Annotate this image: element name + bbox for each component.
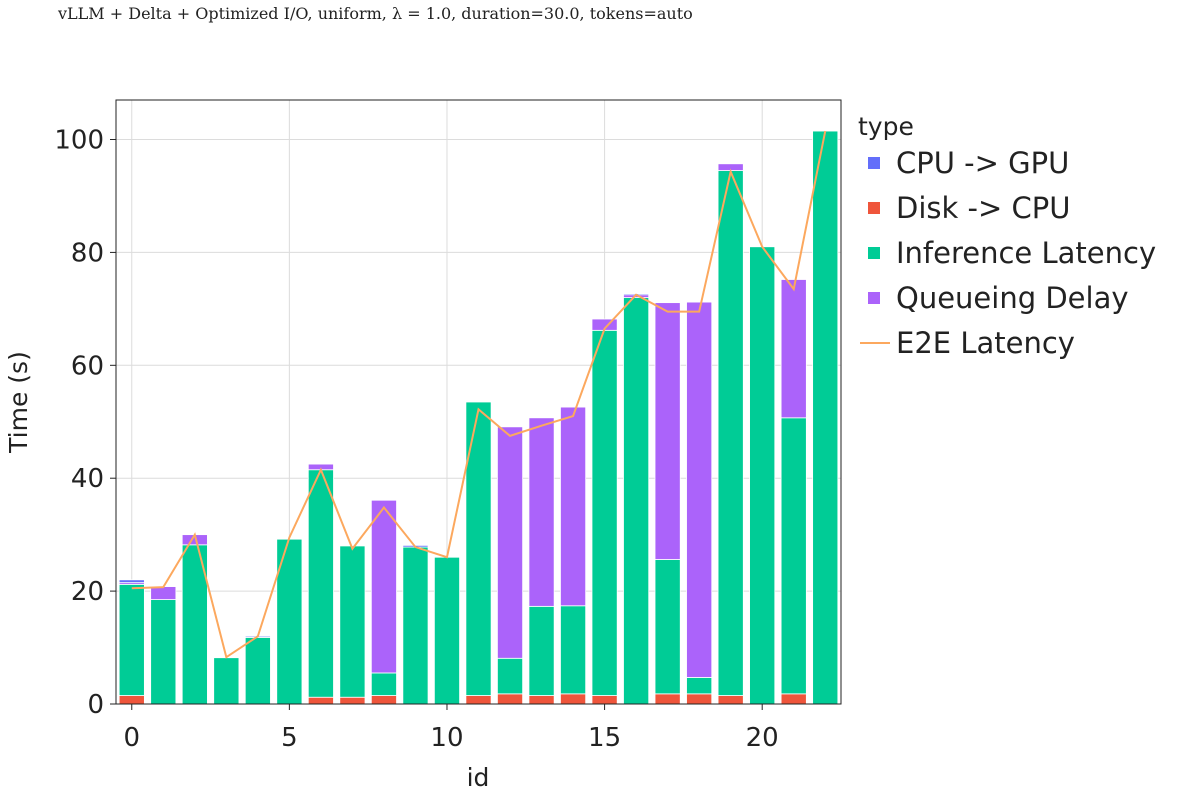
bar-disk-cpu-21 <box>780 693 807 705</box>
bar-inference-latency-17 <box>654 559 681 695</box>
y-tick-label: 40 <box>71 464 104 494</box>
bar-disk-cpu-8 <box>370 695 397 705</box>
bar-queueing-delay-8 <box>370 499 397 674</box>
y-tick-label: 20 <box>71 577 104 607</box>
bar-inference-latency-4 <box>244 636 271 705</box>
bar-inference-latency-8 <box>370 672 397 696</box>
e2e-latency-line <box>131 130 827 659</box>
legend-label-disk-cpu: Disk -> CPU <box>896 191 1070 225</box>
y-tick-label: 80 <box>71 238 104 268</box>
bar-queueing-delay-14 <box>560 406 587 607</box>
bar-disk-cpu-13 <box>528 695 555 705</box>
e2e-line-layer <box>131 130 827 659</box>
bar-queueing-delay-1 <box>150 586 177 600</box>
bar-inference-latency-5 <box>276 538 303 705</box>
bars <box>118 130 839 705</box>
plot-frame <box>115 99 842 705</box>
legend-label-e2e-latency: E2E Latency <box>896 326 1075 360</box>
x-tick-label: 0 <box>123 723 140 753</box>
bar-disk-cpu-14 <box>560 693 587 705</box>
y-tick-label: 0 <box>87 690 104 720</box>
bar-disk-cpu-15 <box>591 695 618 705</box>
bar-cpu-gpu-0 <box>118 579 145 584</box>
y-axis-label: Time (s) <box>4 351 33 454</box>
x-tick-label: 10 <box>430 723 463 753</box>
bar-queueing-delay-18 <box>686 301 713 678</box>
legend: type CPU -> GPU Disk -> CPU Inference Late… <box>858 112 1156 360</box>
bar-inference-latency-12 <box>497 657 524 695</box>
legend-swatch-disk-cpu <box>868 202 880 214</box>
bar-disk-cpu-7 <box>339 696 366 705</box>
bar-inference-latency-21 <box>780 417 807 695</box>
legend-title: type <box>858 112 914 141</box>
x-axis-label: id <box>467 763 490 792</box>
bar-queueing-delay-12 <box>497 426 524 659</box>
bar-inference-latency-18 <box>686 677 713 695</box>
bar-queueing-delay-21 <box>780 279 807 419</box>
y-tick-label: 60 <box>71 351 104 381</box>
bar-inference-latency-13 <box>528 605 555 696</box>
bar-disk-cpu-17 <box>654 693 681 705</box>
bar-inference-latency-16 <box>623 297 650 705</box>
bar-inference-latency-6 <box>307 469 334 698</box>
bar-inference-latency-14 <box>560 605 587 695</box>
bar-inference-latency-1 <box>150 599 177 705</box>
bar-inference-latency-10 <box>433 556 460 705</box>
legend-label-cpu-gpu: CPU -> GPU <box>896 146 1069 180</box>
bar-inference-latency-9 <box>402 546 429 705</box>
bar-queueing-delay-13 <box>528 417 555 607</box>
bar-inference-latency-22 <box>812 130 839 705</box>
y-tick-label: 100 <box>54 126 104 156</box>
bar-inference-latency-0 <box>118 583 145 696</box>
bar-inference-latency-15 <box>591 329 618 696</box>
legend-swatch-queueing-delay <box>868 292 880 304</box>
bar-disk-cpu-0 <box>118 695 145 705</box>
chart-title: vLLM + Delta + Optimized I/O, uniform, λ… <box>58 4 693 23</box>
legend-label-queueing-delay: Queueing Delay <box>896 281 1129 315</box>
x-tick-label: 20 <box>746 723 779 753</box>
bar-disk-cpu-12 <box>497 693 524 705</box>
x-axis-ticks: 0 5 10 15 20 <box>123 704 779 753</box>
bar-disk-cpu-6 <box>307 696 334 705</box>
bar-queueing-delay-17 <box>654 302 681 560</box>
x-tick-label: 5 <box>281 723 298 753</box>
bar-disk-cpu-18 <box>686 693 713 705</box>
bar-inference-latency-7 <box>339 545 366 698</box>
y-axis-ticks: 0 20 40 60 80 100 <box>54 126 116 720</box>
bar-disk-cpu-11 <box>465 695 492 705</box>
legend-swatch-inference-latency <box>868 247 880 259</box>
bar-disk-cpu-19 <box>717 695 744 705</box>
bar-inference-latency-20 <box>749 246 776 705</box>
bar-inference-latency-19 <box>717 170 744 696</box>
x-tick-label: 15 <box>588 723 621 753</box>
legend-label-inference-latency: Inference Latency <box>896 236 1156 270</box>
legend-swatch-cpu-gpu <box>868 157 880 169</box>
bar-inference-latency-3 <box>213 657 240 705</box>
